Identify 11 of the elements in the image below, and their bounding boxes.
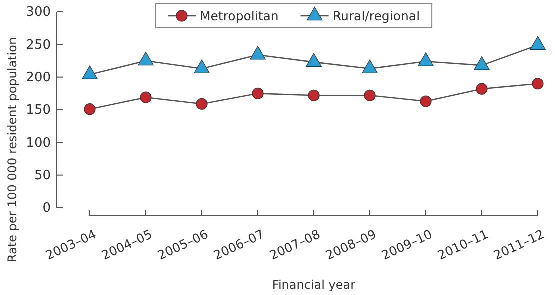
y-tick-label: 250	[26, 38, 51, 53]
legend-label: Rural/regional	[332, 8, 420, 24]
y-tick-label: 50	[34, 168, 51, 184]
y-tick-label: 200	[26, 70, 51, 86]
y-tick-label: 150	[26, 103, 51, 118]
x-axis-title: Financial year	[272, 278, 356, 292]
legend-label: Metropolitan	[200, 8, 279, 24]
y-tick-label: 300	[26, 5, 51, 20]
y-tick-label: 0	[42, 201, 51, 216]
y-axis-title: Rate per 100 000 resident population	[5, 37, 20, 263]
y-tick-label: 100	[26, 136, 51, 151]
